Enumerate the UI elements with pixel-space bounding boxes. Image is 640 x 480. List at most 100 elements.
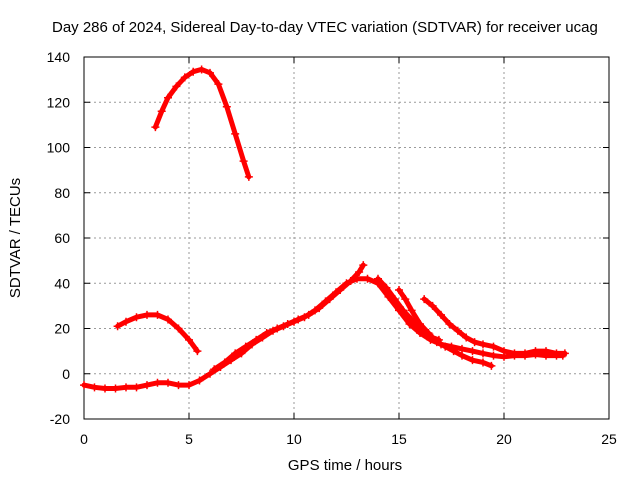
data-point [462,333,471,342]
data-point [143,310,151,319]
data-point [401,295,410,304]
data-point [336,286,345,295]
data-point [172,82,181,91]
data-point [428,333,437,342]
data-point [542,347,550,356]
y-tick-label: 20 [54,321,70,337]
data-point [346,276,355,285]
data-point [374,274,382,283]
x-axis-label: GPS time / hours [288,457,402,474]
data-point [424,329,433,338]
data-point [283,319,292,328]
data-point [359,261,368,270]
data-point [122,317,130,326]
data-point [382,283,391,292]
data-point [531,347,540,356]
data-point [560,349,569,358]
y-tick-label: 80 [54,185,70,201]
data-point [405,319,414,328]
data-point [458,351,466,360]
series-arc-high [151,65,253,181]
data-point [445,319,454,328]
data-point [231,349,240,358]
data-point [193,347,202,356]
data-point [273,324,282,333]
data-point [407,306,416,315]
data-point [90,383,99,392]
series-arc-late-c [420,295,569,358]
y-tick-label: 0 [62,366,70,382]
data-point [189,67,198,76]
data-point [437,310,445,319]
data-point [241,342,250,351]
data-point [174,324,183,333]
data-point [262,329,271,338]
series-line [115,312,200,354]
y-tick-label: -20 [50,411,70,427]
data-point [479,340,487,349]
data-point [80,381,88,390]
data-point [434,335,443,344]
data-point [315,304,324,313]
data-point [222,102,231,111]
data-point [294,315,303,324]
data-point [510,349,519,358]
series-arc-late-b [395,286,443,344]
data-point [487,361,496,370]
y-tick-label: 100 [47,140,71,156]
series-arc-mid [113,310,202,356]
data-point [239,157,248,166]
data-point [164,93,172,102]
data-point [521,349,529,358]
data-point [420,295,429,304]
y-tick-label: 40 [54,275,70,291]
data-point [470,338,479,347]
series-line [152,66,252,180]
data-point [143,381,151,390]
x-tick-label: 20 [496,431,512,447]
series-baseline [80,274,567,393]
data-point [111,384,120,393]
data-point [197,65,206,74]
series-line [211,262,366,372]
data-point [214,80,223,89]
data-point [153,378,162,387]
series-arc-low-a [210,261,368,374]
data-point [500,347,508,356]
data-point [206,369,214,378]
data-point [206,68,214,77]
data-point [164,378,172,387]
data-point [231,129,240,138]
data-point [185,381,193,390]
axis-ticks: 0 5 10 15 20 25 -20 0 20 40 60 80 100 120 140 [47,49,617,447]
series-line [81,276,566,391]
data-point [244,172,253,181]
data-point [113,322,122,331]
data-point [304,310,313,319]
data-point [325,295,334,304]
data-point [479,358,487,367]
data-point [101,384,109,393]
data-point [489,342,498,351]
data-point [132,313,141,322]
series-arc-late-a [374,274,496,370]
series-line [421,296,568,356]
data-point [395,286,403,295]
data-point [390,295,399,304]
data-point [157,107,166,116]
data-point [363,274,372,283]
data-point [453,326,462,335]
series-layer [80,65,569,393]
data-point [468,347,477,356]
y-axis-label: SDTVAR / TECUs [7,178,24,298]
x-tick-label: 25 [601,431,617,447]
chart-title: Day 286 of 2024, Sidereal Day-to-day VTE… [52,19,598,36]
data-point [355,267,364,276]
y-tick-label: 120 [47,94,71,110]
y-tick-label: 60 [54,230,70,246]
data-point [468,356,477,365]
data-point [180,73,189,82]
data-point [151,123,160,132]
data-point [449,347,458,356]
